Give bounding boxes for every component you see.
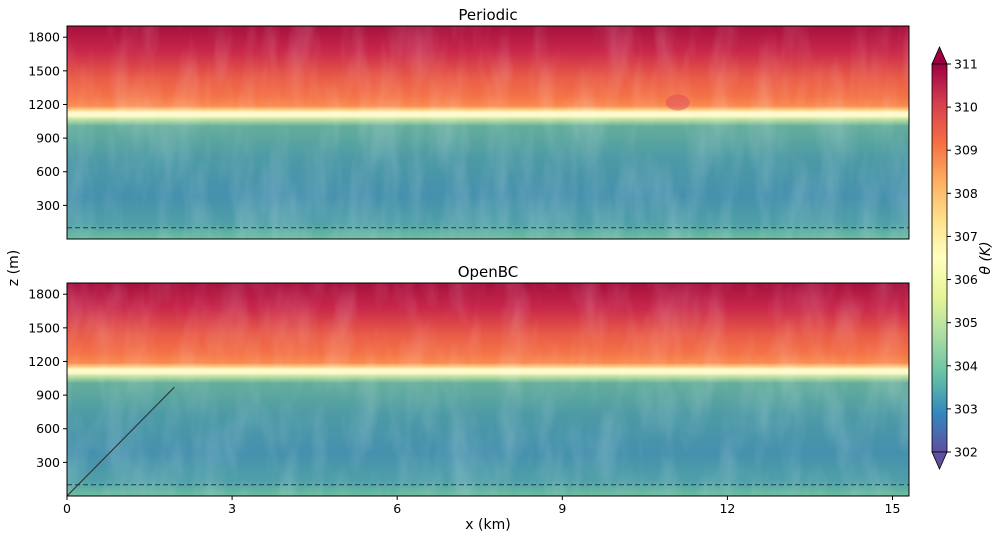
x-axis-label: x (km) bbox=[465, 517, 510, 533]
y-axis-label: z (m) bbox=[6, 250, 22, 286]
y-tick-label: 1200 bbox=[28, 354, 60, 369]
colorbar-extend-top bbox=[931, 46, 948, 65]
y-axis: 300 600 900 1200 1500 1800 bbox=[28, 30, 67, 213]
y-tick-label: 600 bbox=[36, 421, 60, 436]
x-tick-label: 9 bbox=[558, 501, 566, 516]
y-tick-label: 900 bbox=[36, 131, 60, 146]
y-tick-label: 1500 bbox=[28, 320, 60, 335]
panel-title: Periodic bbox=[458, 6, 517, 24]
colorbar-tick-label: 307 bbox=[954, 229, 978, 244]
colorbar-tick-label: 305 bbox=[954, 315, 978, 330]
panel-periodic: Periodic 300 600 900 1200 1500 1800 bbox=[28, 6, 910, 240]
plot-frame bbox=[66, 282, 910, 497]
colorbar-tick-label: 308 bbox=[954, 186, 978, 201]
colorbar-tick-label: 302 bbox=[954, 445, 978, 460]
x-axis: 0 3 6 9 12 15 bbox=[63, 496, 900, 516]
inversion-band bbox=[67, 111, 909, 118]
diagonal-line bbox=[66, 386, 175, 497]
y-tick-label: 1800 bbox=[28, 30, 60, 45]
y-tick-label: 1800 bbox=[28, 287, 60, 302]
warm-blob bbox=[665, 94, 690, 111]
x-tick-label: 12 bbox=[719, 501, 735, 516]
plot-frame bbox=[66, 25, 910, 240]
x-tick-label: 0 bbox=[63, 501, 71, 516]
colorbar-tick-label: 311 bbox=[954, 57, 978, 72]
colorbar-gradient bbox=[931, 63, 948, 453]
turbulence-texture bbox=[67, 26, 909, 239]
colorbar-tick-label: 306 bbox=[954, 272, 978, 287]
y-axis: 300 600 900 1200 1500 1800 bbox=[28, 287, 67, 470]
colorbar: 302 303 304 305 306 307 308 309 310 311 θ (K) bbox=[931, 46, 994, 470]
y-tick-label: 600 bbox=[36, 164, 60, 179]
colorbar-tick-label: 304 bbox=[954, 358, 978, 373]
x-tick-label: 6 bbox=[393, 501, 401, 516]
colorbar-label: θ (K) bbox=[978, 241, 994, 274]
y-tick-label: 1500 bbox=[28, 63, 60, 78]
x-tick-label: 15 bbox=[885, 501, 901, 516]
y-tick-label: 300 bbox=[36, 198, 60, 213]
x-tick-label: 3 bbox=[228, 501, 236, 516]
turbulence-texture bbox=[67, 283, 909, 496]
panel-openbc: OpenBC 300 600 900 1200 1500 1800 0 3 6 9 12 15 bbox=[28, 263, 910, 516]
colorbar-tick-label: 303 bbox=[954, 401, 978, 416]
panel-title: OpenBC bbox=[458, 263, 519, 281]
colorbar-extend-bottom bbox=[931, 451, 948, 470]
inversion-band bbox=[67, 368, 909, 375]
colorbar-tick-label: 310 bbox=[954, 100, 978, 115]
colorbar-tick-label: 309 bbox=[954, 143, 978, 158]
y-tick-label: 300 bbox=[36, 455, 60, 470]
y-tick-label: 900 bbox=[36, 388, 60, 403]
y-tick-label: 1200 bbox=[28, 97, 60, 112]
